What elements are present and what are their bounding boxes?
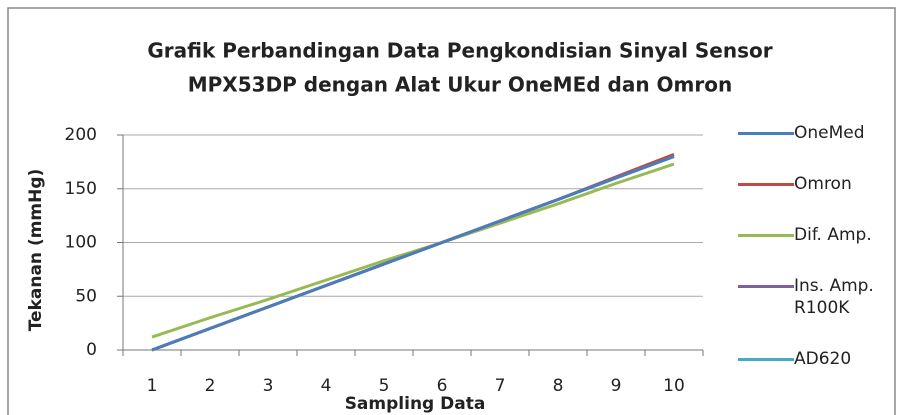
legend-entry: Ins. Amp. R100K bbox=[738, 275, 900, 319]
legend-swatch bbox=[738, 234, 794, 237]
x-tick-label: 10 bbox=[663, 376, 685, 396]
legend-label: Omron bbox=[794, 174, 852, 194]
y-tick-label: 150 bbox=[65, 179, 97, 199]
x-tick-label: 5 bbox=[379, 376, 390, 396]
series-line bbox=[151, 155, 675, 352]
x-tick-label: 4 bbox=[321, 376, 332, 396]
legend-entry: Dif. Amp. bbox=[738, 224, 900, 246]
series-line bbox=[151, 162, 675, 339]
x-tick-label: 8 bbox=[553, 376, 564, 396]
x-tick-label: 9 bbox=[611, 376, 622, 396]
legend-swatch bbox=[738, 183, 794, 186]
y-tick-label: 200 bbox=[65, 125, 97, 145]
legend-label: Ins. Amp. R100K bbox=[794, 276, 874, 318]
x-tick-label: 7 bbox=[495, 376, 506, 396]
legend-swatch bbox=[738, 132, 794, 135]
legend-entry: Omron bbox=[738, 173, 900, 195]
chart-border bbox=[7, 7, 896, 415]
y-tick-label: 100 bbox=[65, 233, 97, 253]
legend: OneMed Omron Dif. Amp. Ins. Amp. R100K AD620 bbox=[738, 122, 900, 370]
legend-label: AD620 bbox=[794, 349, 852, 369]
x-axis-label: Sampling Data bbox=[345, 394, 486, 414]
y-tick-label: 50 bbox=[75, 286, 97, 306]
x-tick-label: 2 bbox=[205, 376, 216, 396]
legend-swatch bbox=[738, 358, 794, 361]
x-tick-label: 6 bbox=[437, 376, 448, 396]
legend-entry: OneMed bbox=[738, 122, 900, 144]
chart-title: MPX53DP dengan Alat Ukur OneMEd dan Omro… bbox=[188, 73, 732, 97]
legend-swatch bbox=[738, 285, 794, 288]
legend-entry: AD620 bbox=[738, 348, 900, 370]
chart-title: Grafik Perbandingan Data Pengkondisian S… bbox=[147, 39, 772, 63]
x-tick-label: 1 bbox=[147, 376, 158, 396]
y-tick-label: 0 bbox=[86, 340, 97, 360]
legend-label: Dif. Amp. bbox=[794, 225, 872, 245]
x-tick-label: 3 bbox=[263, 376, 274, 396]
y-axis-label: Tekanan (mmHg) bbox=[26, 169, 46, 332]
legend-label: OneMed bbox=[794, 123, 865, 143]
